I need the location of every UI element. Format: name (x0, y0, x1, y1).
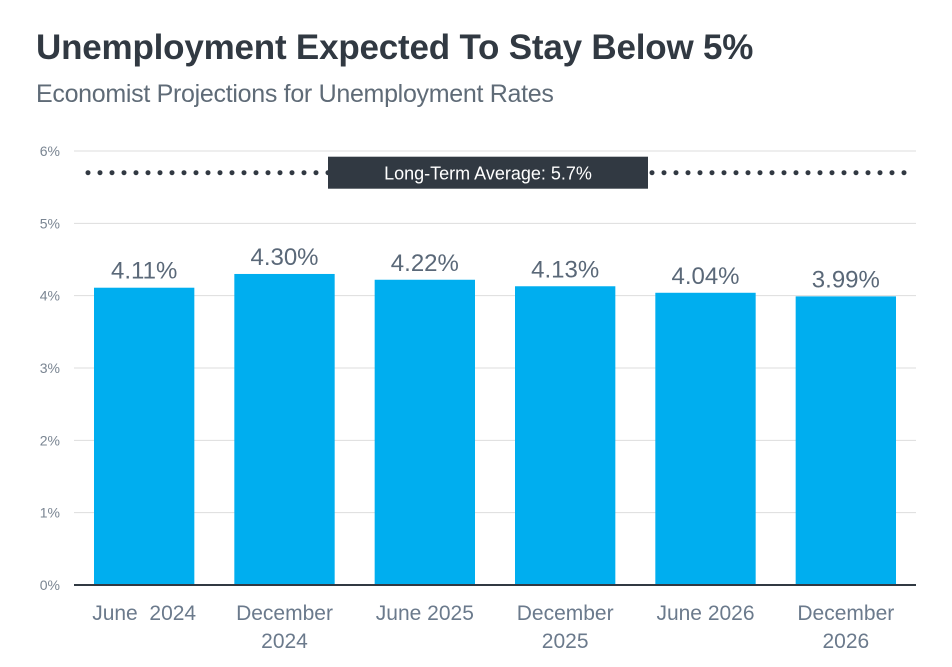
x-axis-labels: June 2024 December 2024 June 2025 December 20… (92, 602, 894, 653)
y-axis-ticks: 0% 1% 2% 3% 4% 5% 6% (40, 143, 60, 593)
x-tick-label: December (236, 602, 333, 625)
bars (93, 273, 897, 585)
x-tick-label: June 2024 (92, 602, 196, 625)
y-tick-label: 2% (40, 432, 60, 448)
y-tick-label: 6% (40, 143, 60, 159)
data-label: 4.04% (671, 263, 739, 290)
data-label: 3.99% (812, 266, 880, 293)
x-tick-label: June 2025 (376, 602, 474, 625)
data-label: 4.22% (391, 250, 459, 277)
y-tick-label: 1% (40, 505, 60, 521)
bar (374, 279, 476, 585)
x-tick-label: June 2026 (656, 602, 754, 625)
y-tick-label: 3% (40, 360, 60, 376)
bar (234, 273, 335, 585)
x-tick-label: 2026 (822, 630, 869, 653)
y-tick-label: 4% (40, 288, 60, 304)
bar (514, 286, 616, 585)
y-tick-label: 0% (40, 577, 60, 593)
x-tick-label: 2025 (542, 630, 589, 653)
data-label: 4.30% (250, 244, 318, 271)
data-label: 4.13% (531, 256, 599, 283)
x-tick-label: December (517, 602, 614, 625)
gridlines (74, 150, 916, 514)
bar (655, 292, 756, 585)
reference-line-group: Long-Term Average: 5.7% (85, 156, 919, 189)
reference-label-box (328, 156, 648, 189)
chart-subtitle: Economist Projections for Unemployment R… (36, 80, 554, 108)
chart-title: Unemployment Expected To Stay Below 5% (36, 28, 754, 67)
x-tick-label: December (797, 602, 894, 625)
reference-label: Long-Term Average: 5.7% (384, 164, 592, 184)
value-labels: 4.11% 4.30% 4.22% 4.13% 4.04% 3.99% (111, 244, 880, 293)
x-tick-label: 2024 (261, 630, 308, 653)
data-label: 4.11% (111, 258, 177, 285)
y-tick-label: 5% (40, 215, 60, 231)
bar (93, 287, 195, 585)
bar (795, 296, 897, 585)
